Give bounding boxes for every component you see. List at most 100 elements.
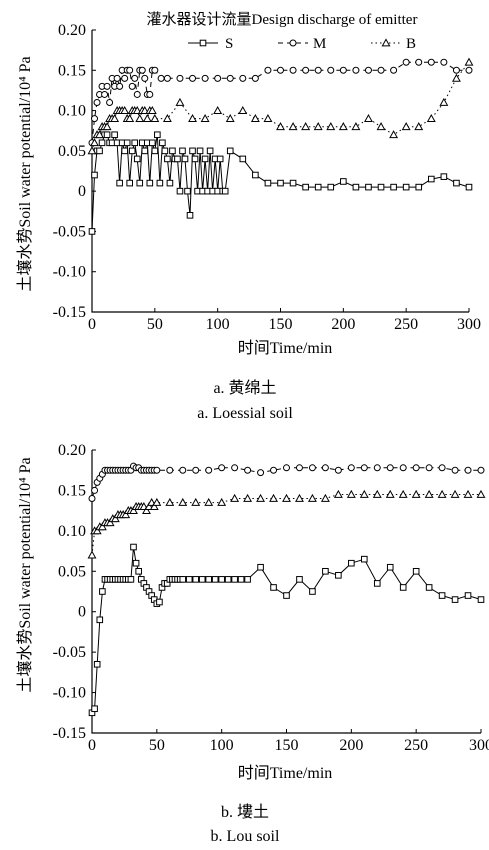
data-point — [106, 99, 114, 107]
data-point — [97, 522, 107, 531]
series-line — [91, 546, 482, 714]
data-point — [179, 466, 187, 474]
data-point — [359, 489, 369, 498]
y-tick-label: 0.05 — [58, 143, 86, 160]
series-b — [87, 57, 474, 155]
data-point — [126, 66, 134, 74]
data-point — [352, 66, 360, 74]
data-point — [166, 466, 174, 474]
data-point — [314, 66, 322, 74]
data-point — [205, 466, 213, 474]
data-point — [437, 489, 447, 498]
data-point — [103, 131, 111, 139]
data-point — [269, 493, 278, 502]
data-point — [188, 113, 197, 123]
data-point — [237, 576, 245, 583]
data-point — [110, 113, 120, 123]
data-point — [327, 183, 335, 191]
data-point — [91, 171, 98, 179]
x-tick-label: 250 — [404, 737, 428, 754]
data-point — [270, 466, 278, 474]
data-point — [386, 464, 394, 472]
data-point — [309, 588, 316, 595]
data-point — [189, 74, 197, 82]
data-point — [201, 155, 209, 163]
data-point — [283, 464, 290, 472]
series-b — [87, 489, 486, 559]
data-point — [313, 122, 323, 131]
data-point — [398, 489, 408, 498]
data-point — [88, 495, 96, 503]
data-point — [464, 466, 472, 474]
data-point — [302, 66, 310, 74]
chart-panel-a: 灌水器设计流量Design discharge of emitter S M B 土… — [15, 11, 481, 422]
data-point — [201, 74, 209, 82]
data-point — [263, 113, 273, 123]
data-point — [154, 131, 161, 139]
x-tick-label: 300 — [457, 316, 481, 333]
y-tick-label: 0.10 — [58, 523, 86, 540]
series-s — [88, 131, 473, 235]
data-point — [399, 584, 407, 591]
data-point — [126, 179, 134, 187]
data-point — [440, 173, 448, 180]
data-point — [200, 113, 210, 123]
data-point — [412, 464, 420, 472]
data-point — [205, 576, 212, 583]
legend-marker — [289, 39, 297, 47]
y-tick-label: 0.15 — [58, 62, 86, 79]
data-point — [377, 183, 385, 191]
data-point — [385, 489, 395, 498]
data-point — [277, 179, 284, 187]
data-point — [125, 113, 135, 123]
data-point — [426, 113, 436, 123]
data-point — [428, 175, 435, 183]
data-point — [401, 122, 411, 131]
caption-cn: a. 黄绵土 — [213, 379, 276, 397]
y-tick-label: 0 — [78, 183, 86, 200]
data-point — [289, 66, 297, 74]
data-point — [142, 113, 152, 123]
y-tick-label: 0.20 — [58, 442, 86, 459]
data-point — [289, 179, 297, 187]
y-tick-label: 0 — [78, 604, 86, 621]
data-point — [438, 464, 446, 472]
data-point — [184, 187, 191, 195]
data-point — [477, 466, 485, 474]
data-point — [111, 131, 118, 139]
data-point — [270, 584, 277, 591]
data-point — [415, 183, 423, 191]
data-point — [105, 518, 115, 527]
data-point — [151, 147, 159, 155]
x-tick-label: 300 — [469, 737, 489, 754]
data-point — [161, 147, 169, 155]
data-point — [476, 489, 486, 498]
data-point — [321, 464, 329, 472]
y-tick-label: -0.05 — [53, 644, 86, 661]
data-point — [136, 179, 144, 187]
data-point — [196, 147, 204, 155]
series-m — [88, 462, 485, 503]
data-point — [159, 139, 166, 147]
data-point — [102, 122, 112, 131]
x-tick-label: 50 — [147, 316, 163, 333]
data-point — [307, 493, 317, 502]
series-m — [88, 58, 473, 147]
x-axis-title: 时间Time/min — [238, 764, 333, 782]
legend-item-s: S — [188, 36, 233, 52]
data-point — [464, 592, 472, 599]
data-point — [322, 567, 329, 575]
chart-panel-b: 土壤水势Soil water potential/10⁴ Pa 时间Time/m… — [15, 442, 489, 845]
caption-en: a. Loessial soil — [197, 405, 293, 422]
data-point — [477, 596, 485, 603]
data-point — [440, 58, 448, 66]
data-point — [389, 130, 399, 139]
x-axis-title: 时间Time/min — [238, 339, 333, 357]
data-point — [327, 66, 335, 74]
legend-label: S — [225, 36, 233, 52]
data-point — [239, 155, 247, 163]
data-point — [116, 179, 123, 187]
data-point — [162, 113, 172, 123]
data-point — [186, 212, 194, 219]
data-point — [121, 74, 129, 82]
